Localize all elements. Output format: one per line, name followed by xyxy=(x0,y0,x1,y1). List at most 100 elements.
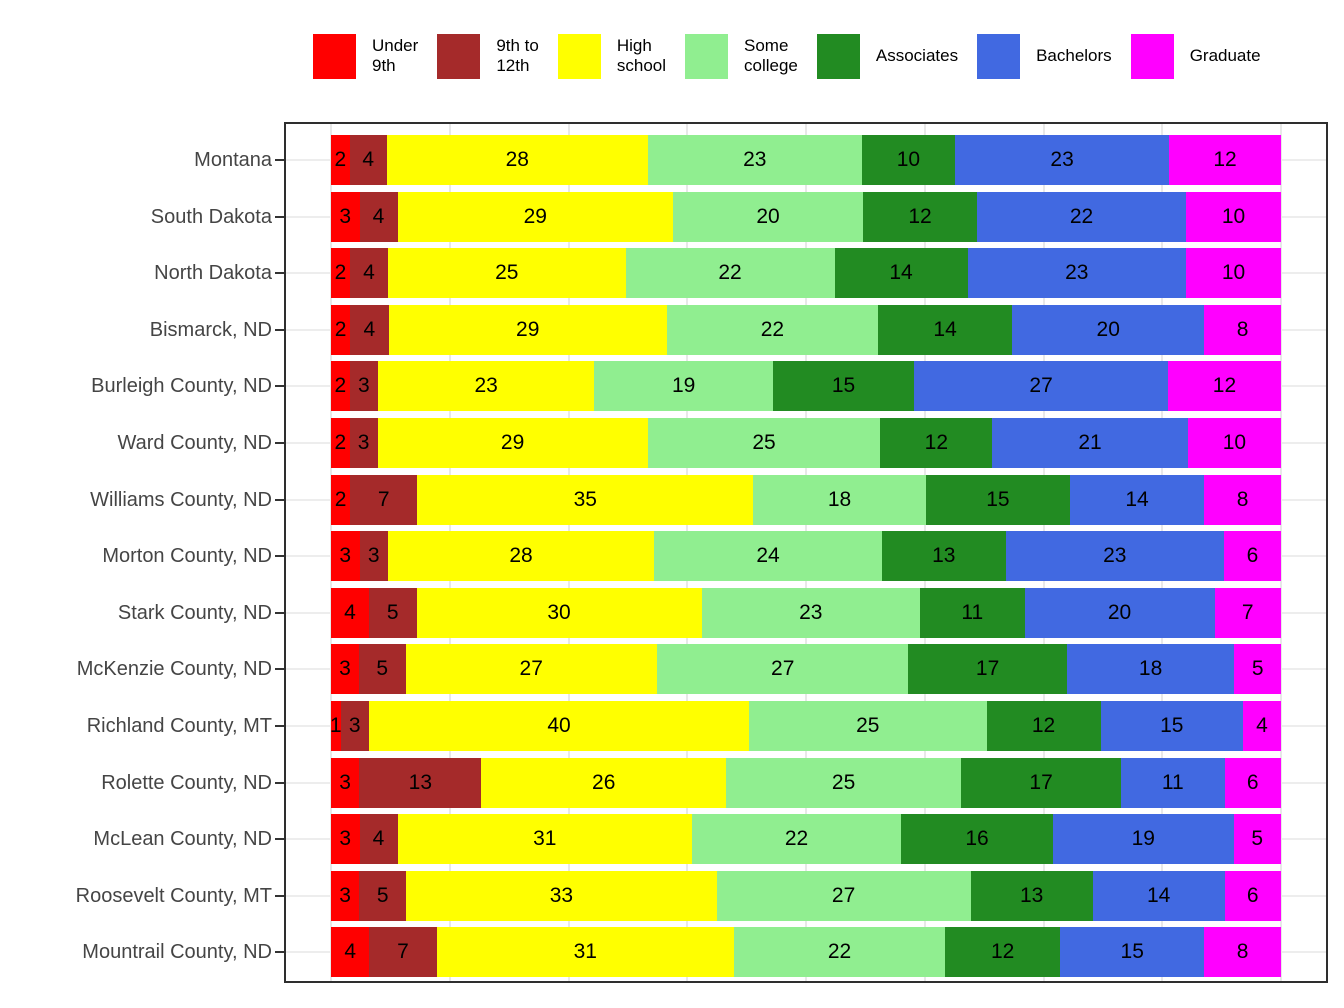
bar-value-label: 4 xyxy=(362,148,375,171)
bar-value-label: 3 xyxy=(339,770,351,794)
bar-value-label: 7 xyxy=(397,940,409,964)
y-axis-label-williams-county-nd: Williams County, ND xyxy=(90,488,272,511)
bar-value-label: 31 xyxy=(573,940,597,964)
bar-value-label: 3 xyxy=(358,374,370,398)
y-axis-tick xyxy=(275,442,284,444)
bar-value-label: 2 xyxy=(334,374,347,398)
bar-value-label: 8 xyxy=(1236,317,1249,341)
bar-value-label: 2 xyxy=(334,317,347,341)
bar-value-label: 22 xyxy=(827,940,852,964)
bar-value-label: 27 xyxy=(831,883,856,907)
bar-value-label: 14 xyxy=(889,261,913,285)
bar-value-label: 33 xyxy=(549,883,574,907)
bar-segment-some-college: 24 xyxy=(654,531,882,582)
bar-segment-9th-to-12th: 5 xyxy=(359,870,407,921)
legend-swatch-high-school xyxy=(557,33,601,79)
bar-segment-bachelors: 21 xyxy=(992,418,1188,468)
bar-value-label: 15 xyxy=(1160,714,1184,737)
y-axis-tick xyxy=(275,328,284,331)
bar-segment-under-9th: 3 xyxy=(331,814,360,865)
bar-segment-associates: 13 xyxy=(970,870,1093,921)
bar-row-richland-county-mt: 1 3 40 25 12 15 4 xyxy=(329,701,1281,751)
bar-segment-associates: 15 xyxy=(925,474,1070,525)
legend-label: High school xyxy=(616,35,666,75)
y-axis-label-richland-county-mt: Richland County, MT xyxy=(86,715,272,737)
bar-value-label: 19 xyxy=(1131,827,1155,851)
bar-segment-bachelors: 15 xyxy=(1060,927,1205,978)
y-axis-tick xyxy=(275,611,284,614)
bar-value-label: 23 xyxy=(743,148,767,171)
bar-segment-high-school: 30 xyxy=(416,587,702,638)
y-axis-label-ward-county-nd: Ward County, ND xyxy=(117,432,272,454)
bar-value-label: 2 xyxy=(334,487,347,511)
y-axis-tick xyxy=(275,781,284,784)
y-axis-label-bismarck-nd: Bismarck, ND xyxy=(149,318,272,341)
bar-segment-under-9th: 3 xyxy=(331,191,360,242)
bar-value-label: 10 xyxy=(896,148,921,171)
vertical-gridline xyxy=(1280,124,1282,981)
bar-value-label: 7 xyxy=(1241,600,1254,624)
bar-value-label: 11 xyxy=(961,600,984,624)
y-axis-tick xyxy=(275,668,284,671)
bar-segment-9th-to-12th: 7 xyxy=(369,927,437,978)
bar-segment-graduate: 12 xyxy=(1169,135,1281,185)
bar-value-label: 20 xyxy=(1107,600,1132,624)
bar-segment-some-college: 25 xyxy=(647,418,881,468)
bar-segment-some-college: 22 xyxy=(666,304,878,355)
bar-segment-associates: 12 xyxy=(986,701,1101,751)
legend-label: Some college xyxy=(744,35,798,75)
bar-value-label: 28 xyxy=(505,148,529,171)
legend-swatch-9th-to-12th xyxy=(437,33,481,79)
y-axis-tick xyxy=(275,159,284,161)
bar-segment-associates: 17 xyxy=(908,644,1067,695)
bar-value-label: 21 xyxy=(1078,431,1102,454)
bar-value-label: 4 xyxy=(372,204,385,228)
bar-segment-high-school: 26 xyxy=(481,757,727,808)
bar-segment-graduate: 6 xyxy=(1224,757,1281,808)
bar-segment-some-college: 18 xyxy=(753,474,926,525)
bar-value-label: 23 xyxy=(1103,544,1127,568)
bar-value-label: 27 xyxy=(771,657,795,681)
bar-segment-associates: 11 xyxy=(920,587,1025,638)
bar-segment-associates: 10 xyxy=(861,135,955,185)
bar-value-label: 8 xyxy=(1236,487,1249,511)
bar-value-label: 16 xyxy=(965,827,989,851)
bar-value-label: 27 xyxy=(519,657,543,681)
bar-segment-9th-to-12th: 4 xyxy=(359,191,398,242)
bar-segment-some-college: 27 xyxy=(656,644,909,695)
bar-segment-under-9th: 4 xyxy=(331,587,369,638)
bar-value-label: 20 xyxy=(1096,317,1120,341)
bar-value-label: 25 xyxy=(495,261,519,285)
bar-value-label: 26 xyxy=(592,770,616,794)
legend-item-9th-to-12th: 9th to 12th xyxy=(437,33,539,79)
bar-value-label: 4 xyxy=(344,940,357,964)
bar-value-label: 5 xyxy=(386,600,399,624)
bar-segment-under-9th: 3 xyxy=(331,757,360,808)
y-axis-label-rolette-county-nd: Rolette County, ND xyxy=(101,771,272,794)
bar-row-roosevelt-county-mt: 3 5 33 27 13 14 6 xyxy=(331,870,1281,921)
bar-value-label: 20 xyxy=(756,204,780,228)
bar-segment-high-school: 35 xyxy=(417,474,754,525)
bar-value-label: 4 xyxy=(363,317,376,341)
bar-segment-under-9th: 2 xyxy=(331,474,351,525)
bar-segment-high-school: 33 xyxy=(406,870,717,921)
bar-row-mckenzie-county-nd: 3 5 27 27 17 18 5 xyxy=(331,644,1281,695)
bar-segment-high-school: 23 xyxy=(378,361,595,412)
bar-value-label: 6 xyxy=(1246,883,1259,907)
legend-item-high-school: High school xyxy=(557,33,666,79)
bar-value-label: 17 xyxy=(975,657,1000,681)
y-axis-label-stark-county-nd: Stark County, ND xyxy=(117,601,272,624)
y-axis-label-montana: Montana xyxy=(194,149,272,171)
bar-value-label: 1 xyxy=(329,714,342,737)
legend-label: Associates xyxy=(875,45,959,65)
bar-value-label: 40 xyxy=(547,714,571,737)
bar-segment-graduate: 4 xyxy=(1243,701,1281,751)
bar-segment-9th-to-12th: 3 xyxy=(359,531,388,582)
y-axis-tick xyxy=(275,272,284,275)
legend-label: Under 9th xyxy=(372,35,419,75)
legend-swatch-graduate xyxy=(1130,33,1174,79)
bar-row-bismarck-nd: 2 4 29 22 14 20 8 xyxy=(331,304,1281,355)
bar-value-label: 3 xyxy=(339,204,352,228)
bar-segment-9th-to-12th: 7 xyxy=(350,474,418,525)
bar-value-label: 12 xyxy=(1213,148,1237,171)
